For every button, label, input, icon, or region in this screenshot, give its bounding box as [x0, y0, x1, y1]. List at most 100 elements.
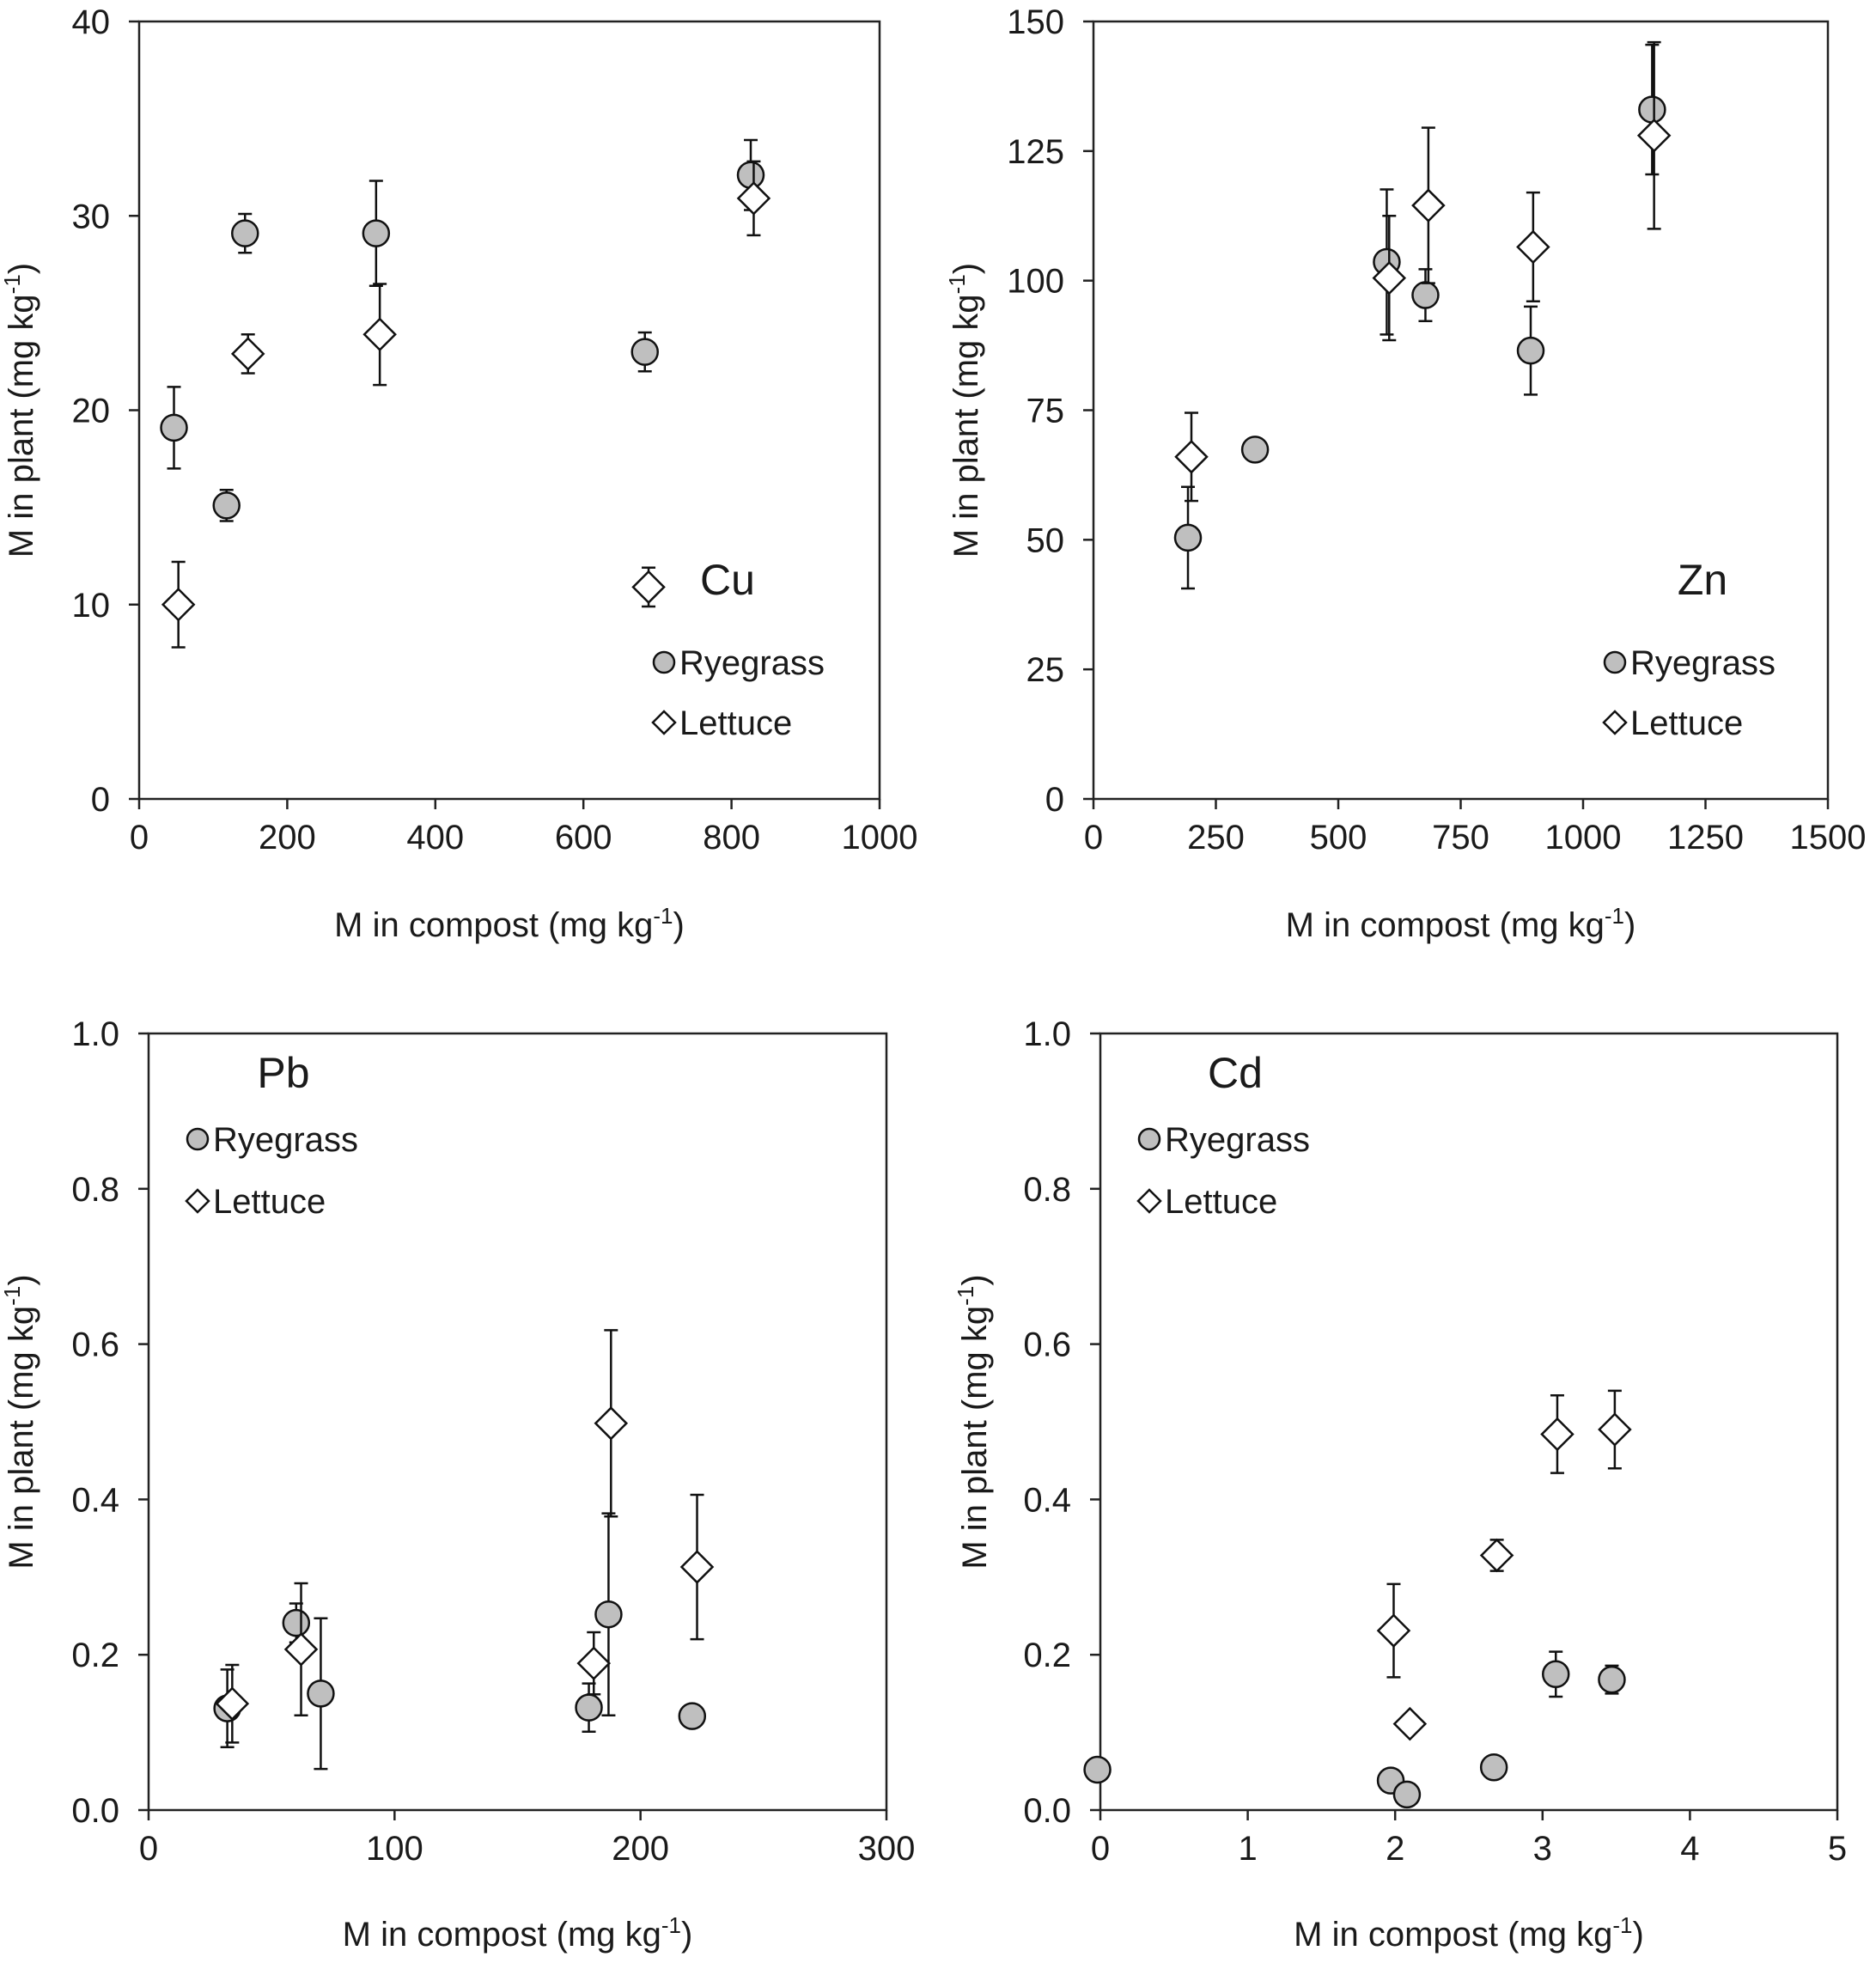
lettuce-point [283, 1632, 319, 1667]
x-tick-label: 4 [1680, 1830, 1699, 1868]
x-tick-label: 0 [130, 819, 149, 857]
legend-label-ryegrass: Ryegrass [213, 1121, 358, 1159]
ryegrass-point [160, 413, 188, 442]
tick-marks [129, 20, 881, 809]
legend: Ryegrass Lettuce [651, 644, 825, 742]
y-tick-label: 0.4 [71, 1481, 119, 1519]
legend-label-lettuce: Lettuce [1630, 704, 1743, 742]
lettuce-point [594, 1406, 629, 1441]
x-tick-label: 200 [612, 1830, 669, 1868]
y-tick-label: 30 [72, 198, 111, 235]
ryegrass-point [1411, 281, 1440, 309]
ryegrass-point [1516, 336, 1545, 365]
y-axis-title: M in plant (mg kg-1) [944, 263, 985, 558]
legend-ryegrass-marker [186, 1127, 210, 1151]
legend-label-lettuce: Lettuce [213, 1183, 326, 1221]
x-axis-title: M in compost (mg kg-1) [1294, 1912, 1644, 1954]
ryegrass-point [212, 491, 241, 520]
y-tick-label: 0.4 [1023, 1481, 1071, 1519]
legend-lettuce-marker [1602, 710, 1628, 735]
plot-frame [1092, 20, 1830, 801]
x-tick-label: 400 [406, 819, 464, 857]
ryegrass-point [231, 219, 259, 247]
x-tick-label: 3 [1533, 1830, 1552, 1868]
y-axis-title: M in plant (mg kg-1) [0, 1274, 40, 1569]
panel-zn: 0 250 500 750 1000 1250 1500 0255075100125150 … [944, 3, 1866, 944]
y-axis-title: M in plant (mg kg-1) [0, 263, 40, 558]
x-tick-labels: 0 1 2 3 4 5 [1091, 1830, 1847, 1868]
x-tick-label: 200 [259, 819, 316, 857]
ryegrass-point [1083, 1755, 1112, 1784]
legend-lettuce-marker [185, 1188, 210, 1214]
element-label: Pb [257, 1049, 309, 1097]
x-tick-label: 5 [1828, 1830, 1847, 1868]
y-tick-label: 75 [1026, 393, 1065, 430]
x-tick-label: 500 [1310, 819, 1367, 857]
ryegrass-point [362, 219, 391, 247]
legend-label-ryegrass: Ryegrass [679, 644, 825, 682]
legend-ryegrass-marker [1137, 1127, 1161, 1151]
x-tick-label: 0 [139, 1830, 158, 1868]
ryegrass-point [594, 1600, 623, 1629]
legend: Ryegrass Lettuce [185, 1121, 358, 1221]
x-axis-title: M in compost (mg kg-1) [1286, 903, 1636, 944]
y-tick-labels: 0.0 0.2 0.4 0.6 0.8 1.0 [1023, 1015, 1071, 1830]
lettuce-point [679, 1550, 715, 1584]
x-tick-label: 300 [858, 1830, 916, 1868]
y-tick-label: 0.2 [71, 1637, 119, 1674]
y-tick-label: 0.8 [71, 1171, 119, 1209]
y-tick-label: 1.0 [1023, 1015, 1071, 1053]
y-tick-label: 50 [1026, 521, 1065, 559]
lettuce-point [1392, 1706, 1428, 1741]
ryegrass-point [1541, 1660, 1570, 1689]
data-marks [213, 1329, 715, 1771]
x-tick-label: 1000 [842, 819, 918, 857]
y-tick-label: 0 [1045, 781, 1064, 819]
x-axis-title: M in compost (mg kg-1) [334, 903, 685, 944]
x-tick-label: 100 [366, 1830, 423, 1868]
y-tick-label: 25 [1026, 651, 1065, 689]
lettuce-point [736, 181, 771, 216]
legend-lettuce-marker [651, 710, 677, 735]
plot-frame [1099, 1032, 1839, 1812]
y-tick-label: 20 [72, 393, 111, 430]
x-axis-title: M in compost (mg kg-1) [343, 1912, 693, 1954]
panel-cd: 0 1 2 3 4 5 0.0 0.2 0.4 0.6 0.8 1.0 Cd Ryegrass Let… [953, 1015, 1847, 1954]
ryegrass-point [630, 338, 659, 366]
ryegrass-point [1392, 1780, 1422, 1809]
x-tick-label: 250 [1187, 819, 1245, 857]
y-tick-label: 0.6 [1023, 1326, 1071, 1364]
x-tick-label: 1 [1238, 1830, 1257, 1868]
legend: Ryegrass Lettuce [1602, 644, 1776, 742]
ryegrass-point [282, 1608, 311, 1637]
y-tick-label: 0 [91, 781, 110, 819]
ryegrass-point [1173, 523, 1203, 552]
legend-label-lettuce: Lettuce [679, 704, 792, 742]
element-label: Cd [1208, 1049, 1263, 1097]
plot-frame [137, 20, 881, 801]
lettuce-point [1411, 188, 1446, 223]
y-tick-label: 0.6 [71, 1326, 119, 1364]
x-tick-label: 0 [1091, 1830, 1110, 1868]
lettuce-point [1479, 1538, 1514, 1573]
y-axis-title: M in plant (mg kg-1) [953, 1274, 994, 1569]
lettuce-point [1540, 1417, 1574, 1452]
legend-ryegrass-marker [652, 650, 676, 674]
ryegrass-point [678, 1702, 707, 1730]
ryegrass-point [307, 1680, 335, 1708]
data-marks [1173, 40, 1672, 590]
y-tick-label: 40 [72, 3, 111, 41]
element-label: Cu [700, 556, 755, 604]
y-tick-labels: 0 10 20 30 40 [72, 3, 111, 819]
data-marks [160, 138, 771, 649]
element-label: Zn [1678, 556, 1727, 604]
legend-ryegrass-marker [1603, 650, 1627, 674]
x-tick-label: 1000 [1545, 819, 1622, 857]
lettuce-point [631, 570, 666, 605]
y-tick-label: 0.2 [1023, 1637, 1071, 1674]
y-tick-label: 1.0 [71, 1015, 119, 1053]
data-marks [1083, 1389, 1632, 1809]
panel-pb: 0 100 200 300 0.0 0.2 0.4 0.6 0.8 1.0 Pb Ryegras… [0, 1015, 915, 1954]
y-tick-label: 0.0 [1023, 1792, 1071, 1830]
